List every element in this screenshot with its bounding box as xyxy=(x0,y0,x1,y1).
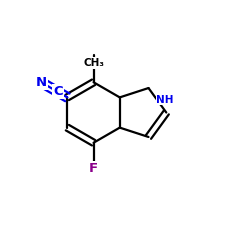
Text: F: F xyxy=(89,162,98,175)
Text: NH: NH xyxy=(156,94,174,104)
Text: CH₃: CH₃ xyxy=(83,58,104,68)
Text: C: C xyxy=(53,85,62,98)
Text: N: N xyxy=(36,76,47,89)
